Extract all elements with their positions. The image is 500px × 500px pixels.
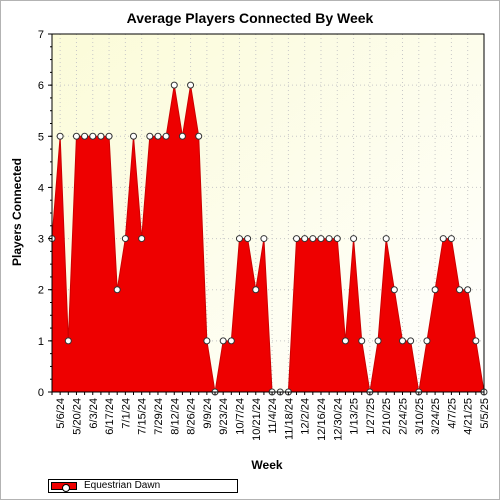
- x-tick-label: 3/10/25: [414, 398, 426, 435]
- x-tick-label: 5/6/24: [55, 398, 67, 429]
- data-point: [227, 337, 235, 345]
- data-point: [72, 132, 80, 140]
- data-point: [382, 235, 390, 243]
- data-point: [456, 286, 464, 294]
- data-point: [97, 132, 105, 140]
- x-tick-label: 10/7/24: [234, 398, 246, 435]
- data-point: [423, 337, 431, 345]
- data-point: [341, 337, 349, 345]
- data-point: [146, 132, 154, 140]
- data-point: [350, 235, 358, 243]
- data-point: [244, 235, 252, 243]
- data-point: [325, 235, 333, 243]
- data-point: [447, 235, 455, 243]
- x-tick-label: 2/24/25: [397, 398, 409, 435]
- data-point: [154, 132, 162, 140]
- x-tick-label: 9/23/24: [218, 398, 230, 435]
- data-point: [374, 337, 382, 345]
- data-point: [130, 132, 138, 140]
- chart-title: Average Players Connected By Week: [126, 10, 374, 26]
- x-tick-label: 7/1/24: [120, 398, 132, 429]
- data-point: [260, 235, 268, 243]
- y-tick-label: 4: [38, 182, 44, 194]
- data-point: [333, 235, 341, 243]
- x-tick-label: 8/12/24: [169, 398, 181, 435]
- data-point: [235, 235, 243, 243]
- x-tick-label: 1/27/25: [365, 398, 377, 435]
- data-point: [252, 286, 260, 294]
- x-tick-label: 9/9/24: [202, 398, 214, 429]
- y-tick-label: 5: [38, 131, 44, 143]
- x-tick-label: 4/21/25: [463, 398, 475, 435]
- data-point: [195, 132, 203, 140]
- y-tick-label: 6: [38, 80, 44, 92]
- x-tick-label: 12/16/24: [316, 398, 328, 441]
- data-point: [464, 286, 472, 294]
- x-tick-label: 8/26/24: [186, 398, 198, 435]
- x-tick-label: 11/4/24: [267, 398, 279, 434]
- legend-swatch: [51, 482, 77, 492]
- data-point: [170, 81, 178, 89]
- data-point: [105, 132, 113, 140]
- data-point: [64, 337, 72, 345]
- x-tick-label: 5/5/25: [479, 398, 491, 429]
- data-point: [407, 337, 415, 345]
- x-tick-label: 7/29/24: [153, 398, 165, 435]
- x-tick-label: 4/7/25: [446, 398, 458, 429]
- data-point: [162, 132, 170, 140]
- data-point: [301, 235, 309, 243]
- x-tick-label: 6/17/24: [104, 398, 116, 435]
- legend: Equestrian Dawn: [48, 479, 238, 493]
- data-point: [390, 286, 398, 294]
- x-tick-label: 7/15/24: [137, 398, 149, 435]
- legend-label: Equestrian Dawn: [84, 480, 161, 491]
- data-point: [203, 337, 211, 345]
- x-tick-label: 6/3/24: [88, 398, 100, 429]
- series-line: [51, 85, 485, 393]
- data-point: [178, 132, 186, 140]
- x-tick-label: 5/20/24: [71, 398, 83, 435]
- data-point: [121, 235, 129, 243]
- x-tick-label: 2/10/25: [381, 398, 393, 435]
- x-tick-label: 12/30/24: [332, 398, 344, 441]
- data-point: [187, 81, 195, 89]
- data-point: [309, 235, 317, 243]
- data-point: [89, 132, 97, 140]
- data-point: [219, 337, 227, 345]
- y-tick-label: 0: [38, 387, 44, 399]
- y-tick-label: 7: [38, 29, 44, 41]
- x-tick-label: 11/18/24: [283, 398, 295, 440]
- data-point: [81, 132, 89, 140]
- data-point: [431, 286, 439, 294]
- data-point: [113, 286, 121, 294]
- x-axis-label: Week: [251, 458, 283, 472]
- data-point: [439, 235, 447, 243]
- y-tick-label: 2: [38, 285, 44, 297]
- x-tick-label: 10/21/24: [251, 398, 263, 441]
- data-point: [398, 337, 406, 345]
- data-point: [138, 235, 146, 243]
- y-tick-label: 3: [38, 234, 44, 246]
- x-tick-label: 12/2/24: [300, 398, 312, 435]
- data-point: [358, 337, 366, 345]
- data-point: [56, 132, 64, 140]
- legend-marker: [62, 484, 70, 492]
- y-tick-label: 1: [38, 336, 44, 348]
- data-point: [472, 337, 480, 345]
- series-area: [52, 85, 484, 393]
- x-tick-label: 3/24/25: [430, 398, 442, 435]
- data-point: [317, 235, 325, 243]
- x-tick-label: 1/13/25: [349, 398, 361, 435]
- data-point: [293, 235, 301, 243]
